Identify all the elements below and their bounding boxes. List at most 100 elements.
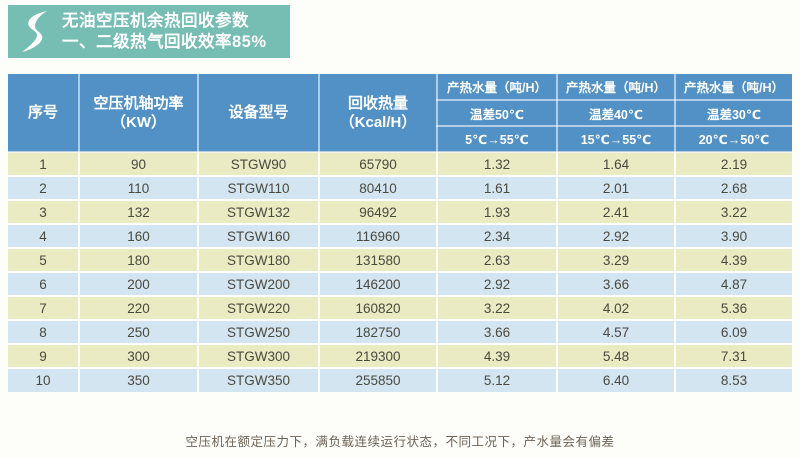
table-cell: STGW132 — [197, 199, 320, 225]
table-row: 5 180 STGW180 131580 2.63 3.29 4.39 — [7, 247, 793, 273]
header-heat-recovered-line1: 回收热量 — [347, 94, 408, 112]
header-water-group-3-title: 产热水量（吨/H） — [674, 73, 793, 101]
table-cell: 7 — [7, 295, 80, 321]
table-cell: 350 — [78, 367, 199, 393]
banner-title-line2: 一、二级热气回收效率85% — [62, 32, 267, 51]
table-cell: 3.22 — [436, 295, 558, 321]
header-water-group-3-range: 20℃→50℃ — [674, 125, 793, 153]
table-cell: 180 — [78, 247, 199, 273]
table-cell: 8.53 — [674, 367, 793, 393]
table-cell: 220 — [78, 295, 199, 321]
table-cell: 5.48 — [556, 343, 676, 369]
table-cell: 80410 — [318, 175, 438, 201]
table-cell: STGW250 — [197, 319, 320, 345]
header-water-group-2-tempdiff: 温差40℃ — [556, 99, 676, 127]
table-cell: STGW90 — [197, 151, 320, 177]
header-shaft-power-line1: 空压机轴功率 — [93, 94, 184, 112]
table-cell: 2.19 — [674, 151, 793, 177]
header-heat-recovered: 回收热量 （Kcal/H） — [318, 73, 438, 153]
table-cell: 2.92 — [556, 223, 676, 249]
table-cell: 1.61 — [436, 175, 558, 201]
heat-recovery-table: 序号 空压机轴功率 （KW） 设备型号 回收热量 （Kcal/H） 产热水量（吨… — [7, 73, 793, 393]
table-cell: STGW350 — [197, 367, 320, 393]
header-serial: 序号 — [7, 73, 80, 153]
table-cell: 250 — [78, 319, 199, 345]
table-cell: 96492 — [318, 199, 438, 225]
header-row-2: 温差50℃ 温差40℃ 温差30℃ — [8, 99, 793, 127]
table-cell: 160 — [78, 223, 199, 249]
table-cell: 3 — [7, 199, 80, 225]
table-cell: 146200 — [318, 271, 438, 297]
table-cell: 160820 — [318, 295, 438, 321]
table-cell: 200 — [78, 271, 199, 297]
header-shaft-power: 空压机轴功率 （KW） — [78, 73, 199, 153]
header-water-group-1-title: 产热水量（吨/H） — [436, 73, 558, 101]
header-water-group-2-title: 产热水量（吨/H） — [556, 73, 676, 101]
banner-titles: 无油空压机余热回收参数 一、二级热气回收效率85% — [62, 11, 267, 53]
table-cell: STGW200 — [197, 271, 320, 297]
table-cell: 6 — [7, 271, 80, 297]
table-cell: 90 — [78, 151, 199, 177]
table-cell: 4 — [7, 223, 80, 249]
table-cell: 7.31 — [674, 343, 793, 369]
table-body: 1 90 STGW90 65790 1.32 1.64 2.19 2 110 STGW110 804… — [7, 151, 793, 393]
table-cell: 9 — [7, 343, 80, 369]
table-cell: 2.34 — [436, 223, 558, 249]
table-cell: 8 — [7, 319, 80, 345]
header-water-group-1-tempdiff: 温差50℃ — [436, 99, 558, 127]
header-heat-recovered-line2: （Kcal/H） — [339, 113, 417, 131]
table-row: 6 200 STGW200 146200 2.92 3.66 4.87 — [7, 271, 793, 297]
table-cell: 3.29 — [556, 247, 676, 273]
footnote: 空压机在额定压力下，满负载连续运行状态，不同工况下，产水量会有偏差 — [185, 435, 615, 449]
table-cell: STGW110 — [197, 175, 320, 201]
table-cell: 110 — [78, 175, 199, 201]
table-cell: 3.66 — [436, 319, 558, 345]
table-cell: 4.02 — [556, 295, 676, 321]
s-swoosh-logo-icon — [22, 10, 47, 52]
header-row-1: 序号 空压机轴功率 （KW） 设备型号 回收热量 （Kcal/H） 产热水量（吨… — [7, 73, 793, 153]
table-cell: 2.41 — [556, 199, 676, 225]
header-model: 设备型号 — [197, 73, 320, 153]
table-row: 4 160 STGW160 116960 2.34 2.92 3.90 — [7, 223, 793, 249]
table-cell: 65790 — [318, 151, 438, 177]
title-banner: 无油空压机余热回收参数 一、二级热气回收效率85% — [8, 5, 290, 58]
table-cell: 116960 — [318, 223, 438, 249]
table-cell: 2.92 — [436, 271, 558, 297]
table-cell: 5 — [7, 247, 80, 273]
table-row: 1 90 STGW90 65790 1.32 1.64 2.19 — [7, 151, 793, 177]
table-cell: 219300 — [318, 343, 438, 369]
table-cell: 300 — [78, 343, 199, 369]
table-cell: 2.63 — [436, 247, 558, 273]
table-cell: 2.01 — [556, 175, 676, 201]
banner-title-line1: 无油空压机余热回收参数 — [62, 11, 249, 30]
table-cell: 182750 — [318, 319, 438, 345]
table-row: 3 132 STGW132 96492 1.93 2.41 3.22 — [7, 199, 793, 225]
header-water-group-3-tempdiff: 温差30℃ — [674, 99, 793, 127]
table-cell: 3.22 — [674, 199, 793, 225]
table-header: 序号 空压机轴功率 （KW） 设备型号 回收热量 （Kcal/H） 产热水量（吨… — [7, 73, 793, 153]
table-cell: 131580 — [318, 247, 438, 273]
table-cell: 4.39 — [436, 343, 558, 369]
table-cell: 4.39 — [674, 247, 793, 273]
table-cell: 6.09 — [674, 319, 793, 345]
header-water-group-1-range: 5℃→55℃ — [436, 125, 558, 153]
table-cell: 2.68 — [674, 175, 793, 201]
header-shaft-power-line2: （KW） — [111, 113, 166, 131]
table-cell: 4.57 — [556, 319, 676, 345]
table-cell: 5.36 — [674, 295, 793, 321]
table-cell: STGW220 — [197, 295, 320, 321]
table-cell: 4.87 — [674, 271, 793, 297]
table-cell: 132 — [78, 199, 199, 225]
table-row: 2 110 STGW110 80410 1.61 2.01 2.68 — [7, 175, 793, 201]
table-cell: 5.12 — [436, 367, 558, 393]
table-cell: 1.93 — [436, 199, 558, 225]
table-cell: 1.32 — [436, 151, 558, 177]
table-cell: 255850 — [318, 367, 438, 393]
header-row-3: 5℃→55℃ 15℃→55℃ 20℃→50℃ — [8, 125, 793, 153]
table-cell: 10 — [7, 367, 80, 393]
table-cell: STGW180 — [197, 247, 320, 273]
table-row: 8 250 STGW250 182750 3.66 4.57 6.09 — [7, 319, 793, 345]
table-cell: 1 — [7, 151, 80, 177]
table-row: 9 300 STGW300 219300 4.39 5.48 7.31 — [7, 343, 793, 369]
